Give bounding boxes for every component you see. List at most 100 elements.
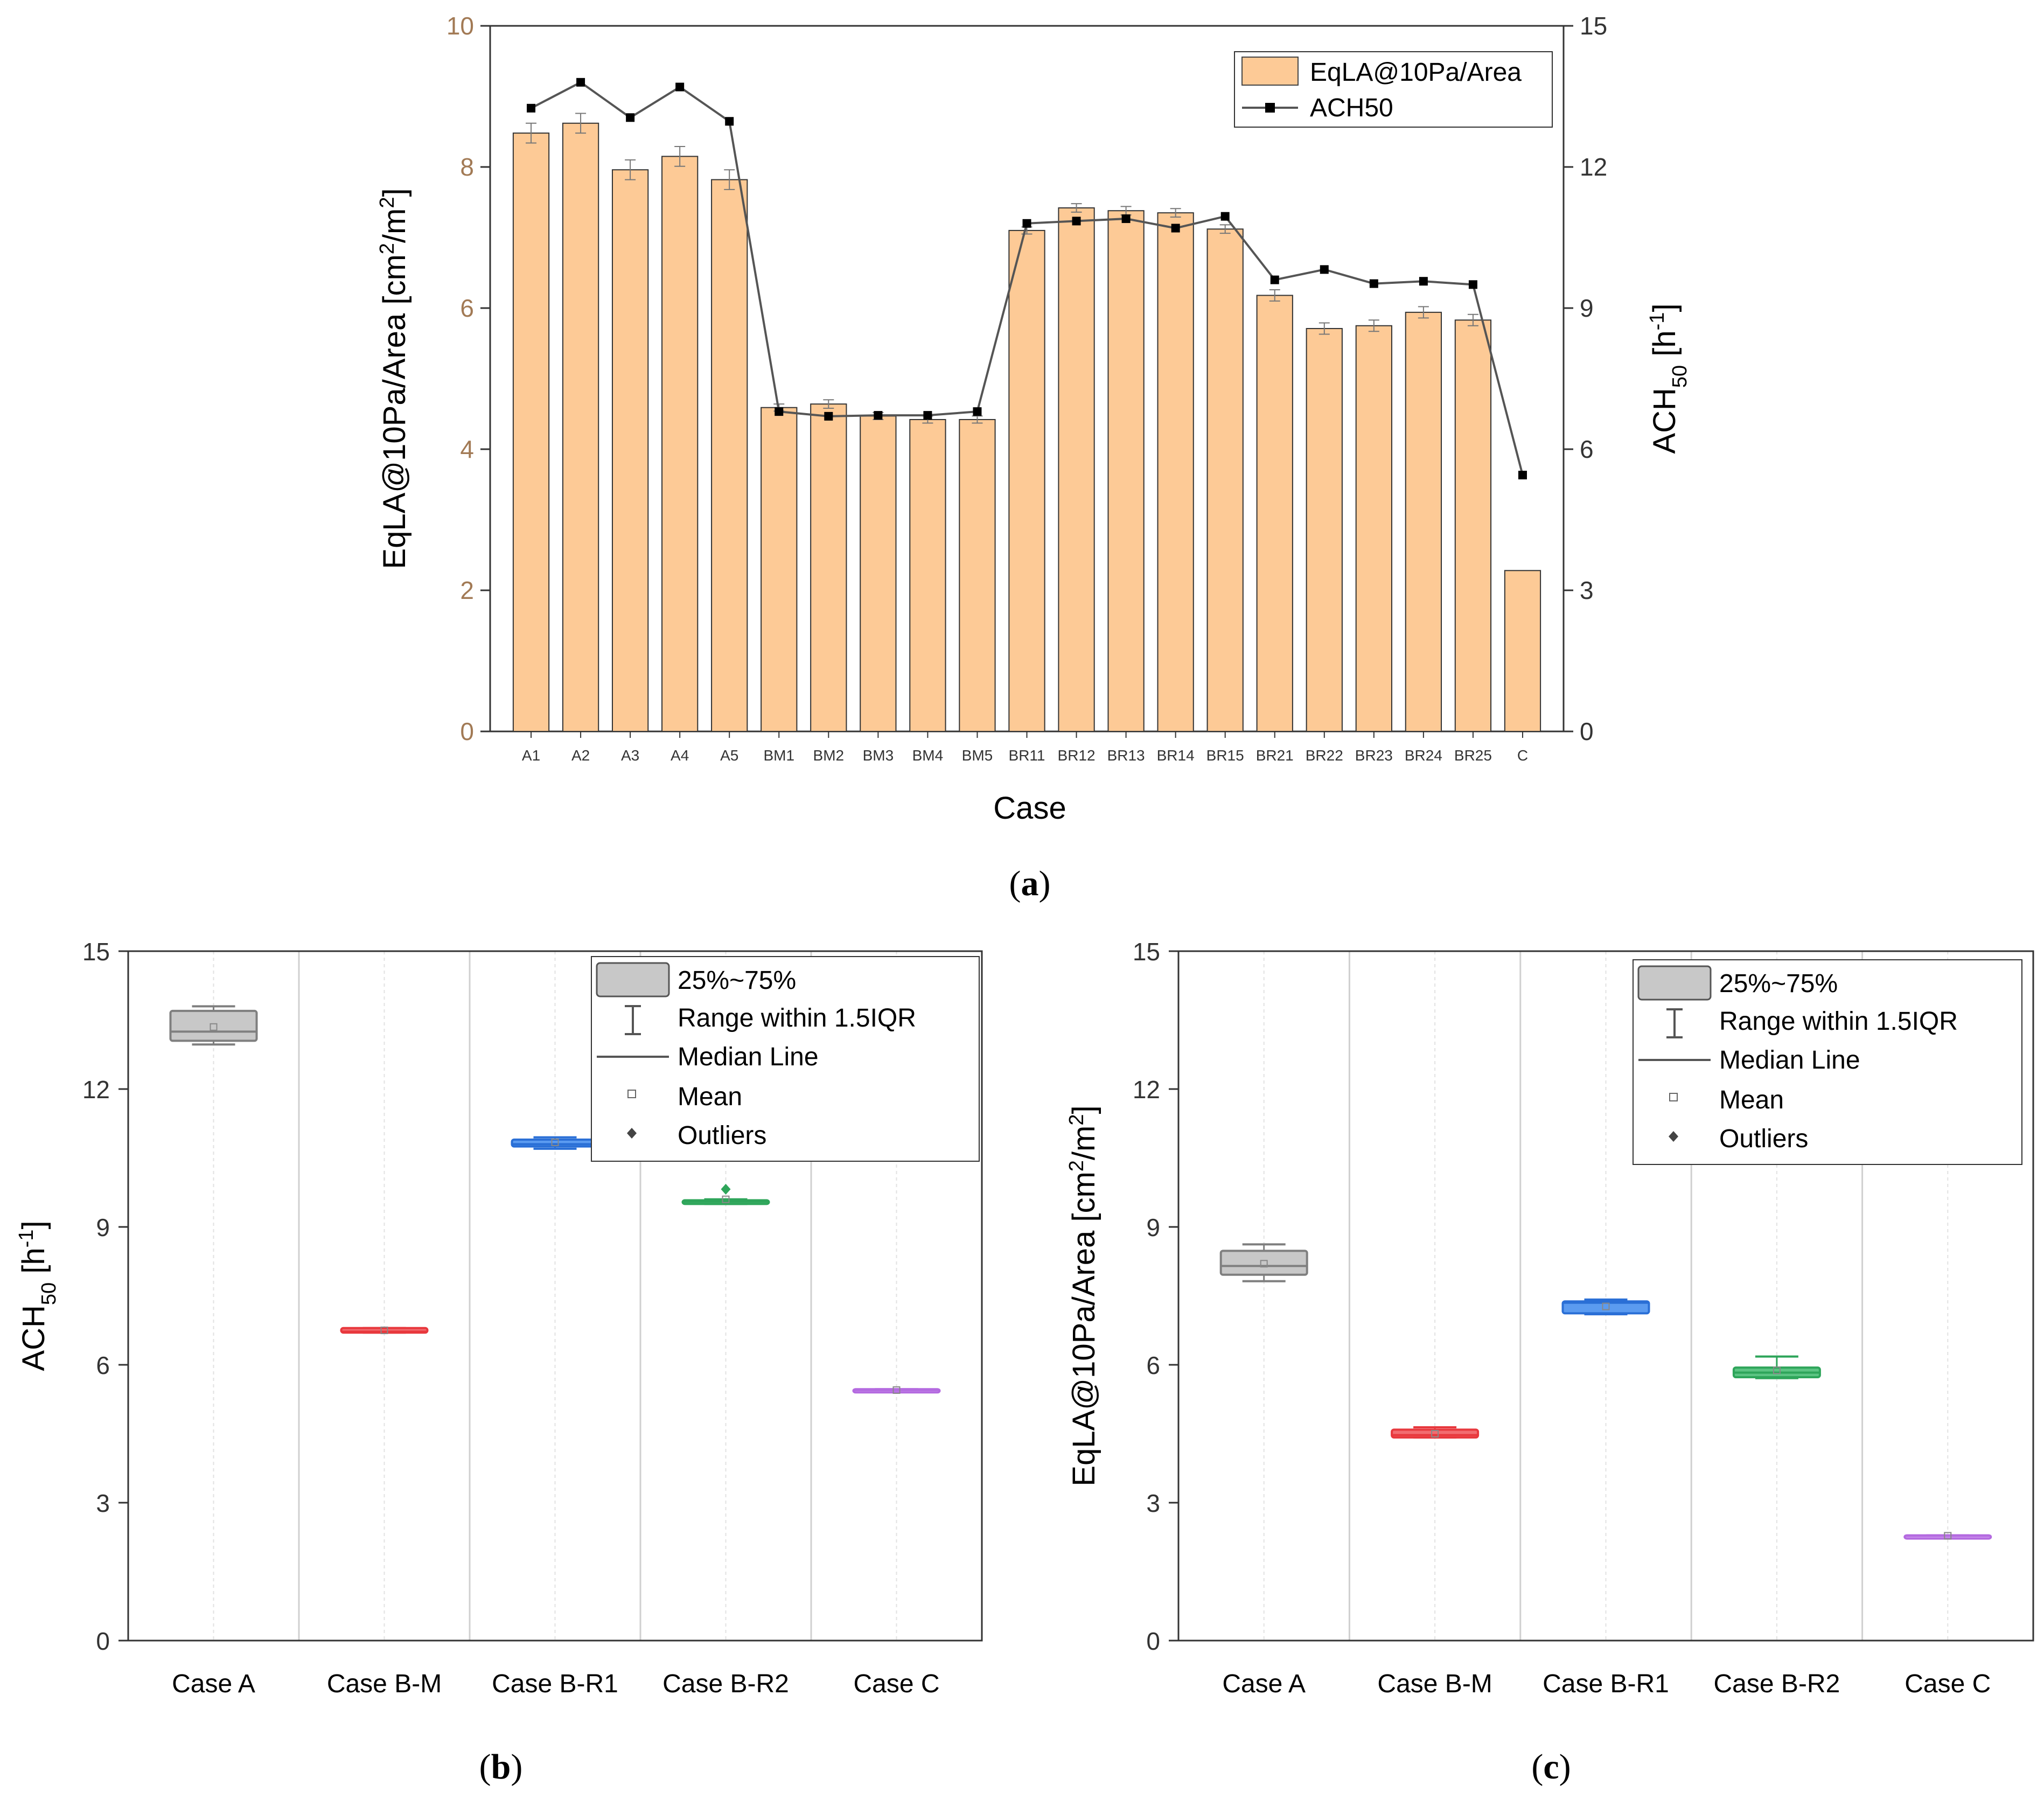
- legend-box-swatch: [596, 962, 670, 997]
- ach50-point-br14: [1171, 224, 1180, 233]
- x-tick-label: Case B-R2: [1714, 1670, 1840, 1698]
- ach50-point-br24: [1419, 277, 1428, 286]
- mean-marker: [210, 1023, 218, 1031]
- left-y-tick-label: 8: [460, 153, 474, 181]
- legend-whisker-icon: [625, 1005, 641, 1035]
- bar-br12: [1058, 207, 1095, 732]
- x-tick-label-br21: BR21: [1256, 747, 1294, 764]
- ach50-point-bm1: [775, 407, 784, 416]
- plot-frame: [127, 950, 983, 1642]
- x-tick-label-a1: A1: [522, 747, 540, 764]
- legend-box-swatch: [1637, 965, 1712, 1001]
- legend: 25%~75% Range within 1.5IQR Median Line …: [1633, 959, 2022, 1165]
- y-tick-label: 0: [1146, 1627, 1160, 1655]
- right-y-tick-label: 9: [1580, 294, 1594, 322]
- bar-c: [1504, 570, 1541, 732]
- mean-marker: [1773, 1366, 1781, 1375]
- legend-label-ach50: ACH50: [1310, 94, 1393, 122]
- x-tick-label-br15: BR15: [1206, 747, 1244, 764]
- y-tick-label: 0: [96, 1627, 110, 1655]
- iqr-box: [1219, 1250, 1308, 1276]
- x-tick-label-bm4: BM4: [912, 747, 944, 764]
- ach50-point-c: [1518, 471, 1527, 480]
- legend-mean-marker: [627, 1090, 636, 1098]
- legend-whisker-icon: [1666, 1008, 1683, 1038]
- legend: 25%~75% Range within 1.5IQR Median Line …: [591, 956, 980, 1162]
- x-tick-label-br25: BR25: [1454, 747, 1492, 764]
- legend-label-mean: Mean: [1719, 1086, 1784, 1114]
- outlier-marker: [721, 1184, 731, 1195]
- x-tick-label: Case C: [853, 1670, 939, 1698]
- x-tick-label: Case B-M: [327, 1670, 442, 1698]
- bar-bm3: [860, 415, 897, 732]
- ach50-point-bm4: [923, 411, 932, 420]
- x-tick-label: Case B-R1: [1543, 1670, 1669, 1698]
- legend-label-iqr: 25%~75%: [1719, 969, 1838, 998]
- legend-label-mean: Mean: [678, 1083, 742, 1111]
- mean-marker: [551, 1138, 559, 1146]
- bar-br13: [1107, 210, 1145, 732]
- panel-b-chart: 0 3 6 9 12 15 Case A Case B-M Case B-R1 Case B-R…: [15, 938, 983, 1787]
- legend-label-median: Median Line: [678, 1043, 819, 1071]
- x-tick-label-bm1: BM1: [763, 747, 794, 764]
- ach50-point-a4: [675, 82, 685, 92]
- ach50-point-br13: [1121, 214, 1131, 224]
- bar-a5: [711, 179, 748, 732]
- x-tick-label: Case A: [1222, 1670, 1306, 1698]
- x-tick-label-br22: BR22: [1306, 747, 1343, 764]
- legend-label-outliers: Outliers: [1719, 1125, 1808, 1153]
- panel-label-b: (b): [479, 1747, 523, 1787]
- panel-label-c: (c): [1531, 1747, 1571, 1787]
- x-tick-label-a3: A3: [621, 747, 639, 764]
- left-y-tick-label: 2: [460, 576, 474, 604]
- ach50-point-bm2: [824, 411, 833, 421]
- mean-marker: [892, 1386, 901, 1394]
- iqr-box: [169, 1009, 258, 1042]
- mean-marker: [722, 1195, 730, 1203]
- ach50-point-bm5: [973, 407, 982, 416]
- legend-square-marker: [1265, 103, 1275, 113]
- y-tick-label: 3: [96, 1489, 110, 1517]
- legend-bar-swatch: [1241, 57, 1299, 86]
- bar-a3: [611, 169, 649, 732]
- x-tick-label-a4: A4: [671, 747, 689, 764]
- y-tick-label: 6: [96, 1351, 110, 1379]
- y-tick-label: 15: [82, 938, 110, 966]
- ach50-point-br25: [1468, 280, 1477, 289]
- bar-br25: [1454, 319, 1492, 732]
- x-tick-label-a2: A2: [571, 747, 590, 764]
- left-y-tick-label: 0: [460, 717, 474, 745]
- legend: EqLA@10Pa/Area ACH50: [1234, 51, 1553, 128]
- ach50-point-br23: [1369, 279, 1378, 288]
- left-y-tick-label: 6: [460, 294, 474, 322]
- ach50-point-br12: [1072, 217, 1081, 226]
- legend-mean-marker: [1669, 1093, 1678, 1101]
- panel-label-a: (a): [1009, 864, 1051, 903]
- bar-br14: [1157, 212, 1194, 732]
- legend-label-outliers: Outliers: [678, 1121, 766, 1150]
- bar-bm1: [761, 407, 798, 732]
- ach50-point-br21: [1270, 275, 1279, 284]
- x-tick-label-br14: BR14: [1157, 747, 1195, 764]
- legend-outlier-marker: [1669, 1131, 1678, 1142]
- x-tick-label-bm5: BM5: [962, 747, 993, 764]
- plot-frame: [1177, 950, 2034, 1642]
- y-axis-title: EqLA@10Pa/Area [cm2/m2]: [1065, 1105, 1101, 1486]
- bar-a2: [562, 122, 599, 732]
- x-tick-label: Case B-R2: [662, 1670, 789, 1698]
- ach50-point-br11: [1022, 219, 1031, 228]
- x-tick-label-bm3: BM3: [863, 747, 894, 764]
- left-y-tick-label: 4: [460, 435, 474, 463]
- x-tick-label: Case C: [1905, 1670, 1991, 1698]
- mean-marker: [1602, 1302, 1610, 1310]
- bar-a1: [512, 132, 550, 732]
- legend-label-median: Median Line: [1719, 1046, 1860, 1075]
- right-y-tick-label: 15: [1580, 12, 1607, 40]
- bar-br24: [1405, 311, 1442, 732]
- x-tick-label-br12: BR12: [1058, 747, 1096, 764]
- ach50-point-a1: [527, 103, 536, 113]
- bar-br11: [1008, 229, 1045, 732]
- bar-br21: [1256, 295, 1293, 732]
- ach50-point-br15: [1220, 212, 1230, 221]
